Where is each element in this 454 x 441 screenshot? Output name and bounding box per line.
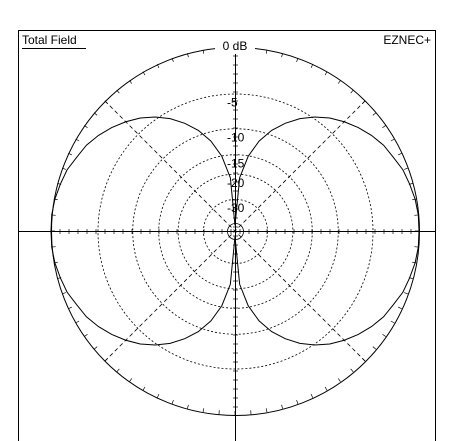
- grid-ring: [203, 199, 268, 264]
- grid-ring: [158, 154, 313, 309]
- rim-tick: [404, 292, 409, 295]
- r-tick-label: -10: [227, 130, 245, 144]
- rim-tick: [397, 152, 402, 156]
- r-tick-label: -30: [227, 201, 245, 215]
- rim-tick: [187, 404, 189, 409]
- rim-tick: [382, 125, 386, 129]
- rim-tick: [324, 386, 328, 391]
- rim-tick: [337, 80, 341, 84]
- rim-tick: [265, 408, 268, 413]
- frame: [18, 30, 436, 441]
- rim-tick: [104, 358, 108, 362]
- rim-tick: [362, 358, 366, 362]
- rim-tick: [142, 386, 146, 391]
- pattern-line: [50, 116, 420, 346]
- rim-tick: [372, 112, 377, 116]
- rim-tick: [362, 100, 366, 104]
- rim-tick: [156, 393, 160, 398]
- grid-ring: [177, 173, 294, 290]
- rim-tick: [296, 400, 299, 405]
- rim-tick: [310, 393, 314, 398]
- rim-tick: [202, 408, 205, 413]
- rim-tick: [390, 138, 395, 142]
- rim-tick: [390, 320, 395, 324]
- rim-tick: [397, 306, 402, 310]
- label-bg: [215, 40, 255, 54]
- rim-tick: [129, 378, 133, 382]
- rim-tick: [372, 346, 377, 350]
- rim-tick: [324, 71, 328, 76]
- rim-tick: [75, 320, 80, 324]
- rim-tick: [350, 89, 354, 94]
- rim-tick: [84, 333, 88, 337]
- chart-title: Total Field: [22, 33, 77, 47]
- rim-tick: [337, 378, 341, 382]
- r-tick-label: -20: [227, 176, 245, 190]
- rim-tick: [93, 346, 98, 350]
- rim-tick: [281, 404, 283, 409]
- r-tick-label: 0 dB: [223, 39, 248, 53]
- rim-tick: [116, 368, 120, 373]
- rim-tick: [350, 368, 354, 373]
- rim-tick: [404, 167, 409, 170]
- chart-subtitle: EZNEC+: [383, 33, 431, 47]
- r-tick-label: -5: [227, 96, 238, 110]
- r-tick-label: -15: [227, 156, 245, 170]
- rim-tick: [382, 333, 386, 337]
- grid-ring: [132, 128, 339, 335]
- grid-ring: [97, 93, 374, 370]
- rim-tick: [171, 400, 174, 405]
